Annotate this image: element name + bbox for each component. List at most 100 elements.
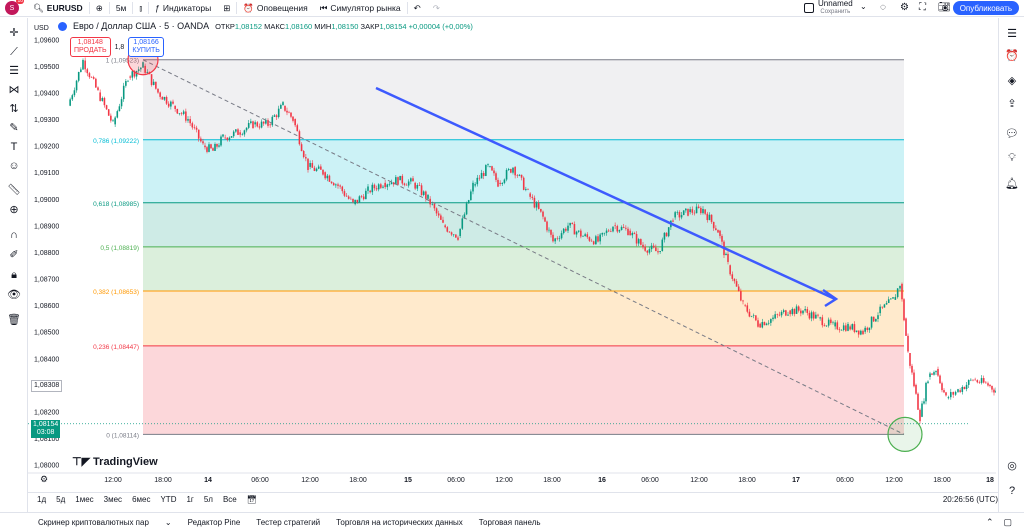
layouts-button[interactable]: ⊞ [217, 0, 236, 17]
candle-body [546, 221, 548, 231]
candle-body [625, 227, 627, 229]
candle-body [127, 80, 129, 82]
currency-label[interactable]: USD [34, 25, 49, 32]
crosshair-icon[interactable]: ✛ [9, 27, 19, 39]
candle-body [646, 250, 649, 253]
trend-line-icon[interactable]: ⟋ [10, 46, 18, 58]
maximize-icon[interactable]: ▢ [1003, 517, 1012, 527]
signal-icon[interactable]: ◎ [1007, 460, 1017, 472]
period-1y[interactable]: 1г [186, 495, 194, 504]
period-5d[interactable]: 5д [56, 495, 66, 504]
tab-replay-trading[interactable]: Торговля на исторических данных [336, 517, 463, 527]
alerts-label: Оповещения [256, 3, 308, 13]
candle-body [435, 208, 438, 214]
candle-body [757, 320, 759, 327]
candle-body [377, 184, 380, 190]
eye-icon[interactable]: 👁︎ [7, 289, 21, 301]
candle-body [708, 214, 711, 221]
sell-button[interactable]: 1,08148 ПРОДАТЬ [70, 37, 111, 57]
candle-body [972, 379, 974, 381]
zoom-icon[interactable]: ⊕ [9, 204, 19, 216]
buy-button[interactable]: 1,08166 КУПИТЬ [128, 37, 164, 57]
notifications-icon[interactable]: 🔔︎ [1005, 178, 1019, 190]
ruler-icon[interactable]: 📏︎ [7, 184, 21, 196]
x-tick-label: 06:00 [641, 477, 659, 484]
candle-body [810, 312, 813, 319]
interval-button[interactable]: 5м [115, 3, 127, 13]
alerts-button[interactable]: ⏰ Оповещения [237, 0, 313, 17]
candle-body [107, 109, 110, 116]
user-avatar[interactable]: S 10 [5, 0, 24, 15]
x-tick-label: 18 [986, 477, 994, 484]
candle-body [535, 203, 538, 208]
tab-strategy-tester[interactable]: Тестер стратегий [256, 517, 321, 527]
hotlists-icon[interactable]: ⇪ [1007, 98, 1017, 110]
candle-body [821, 317, 824, 326]
period-ytd[interactable]: YTD [160, 495, 177, 504]
replay-button[interactable]: ⏮ Симулятор рынка [314, 0, 407, 17]
chat-icon[interactable]: 💬︎ [1005, 128, 1019, 140]
candle-body [682, 210, 685, 216]
publish-button[interactable]: Опубликовать [952, 1, 1019, 15]
gear-icon[interactable]: ⚙ [40, 474, 49, 484]
magnet-icon[interactable]: ∩ [10, 229, 18, 241]
candle-body [450, 232, 453, 235]
candle-body [218, 145, 220, 147]
symbol-flag-icon [58, 21, 67, 31]
help-icon[interactable]: ? [1008, 485, 1016, 497]
undo-button[interactable]: ↶ [408, 0, 427, 17]
brush-icon[interactable]: ✎ [9, 122, 19, 134]
chevron-down-icon[interactable]: ⌄ [164, 517, 172, 527]
tab-trading-panel[interactable]: Торговая панель [478, 517, 541, 527]
compare-button[interactable]: ⊕ [90, 0, 109, 17]
x-tick-label: 18:00 [738, 477, 756, 484]
camera-icon[interactable]: 📷︎ [938, 2, 951, 13]
period-5y[interactable]: 5л [203, 495, 213, 504]
period-all[interactable]: Все [222, 495, 237, 504]
fib-tool-icon[interactable]: ☰ [9, 65, 19, 77]
lock-drawing-icon[interactable]: ✐ [9, 249, 19, 261]
candle-body [592, 241, 595, 245]
clock[interactable]: 20:26:56 (UTC) [942, 495, 998, 504]
period-1d[interactable]: 1д [37, 495, 47, 504]
period-6m[interactable]: 6мес [132, 495, 151, 504]
fullscreen-icon[interactable]: ⛶ [919, 2, 926, 13]
candle-body [185, 111, 187, 121]
candle-body [425, 191, 427, 199]
layout-name[interactable]: Unnamed Сохранить [818, 0, 853, 16]
candle-body [427, 194, 429, 199]
watchlist-icon[interactable]: ☰ [1007, 28, 1017, 40]
redo-button[interactable]: ↷ [427, 0, 446, 17]
prediction-icon[interactable]: ⇅ [9, 103, 19, 115]
period-1m[interactable]: 1мес [75, 495, 94, 504]
candle-body [925, 382, 927, 402]
candle-body [704, 209, 706, 214]
legend-title[interactable]: Евро / Доллар США · 5 · OANDA [73, 21, 210, 31]
tab-crypto-screener[interactable]: Скринер криптовалютных пар [38, 517, 149, 527]
quick-search-icon[interactable]: ◌ [880, 2, 886, 13]
layers-icon[interactable]: ◈ [1007, 75, 1017, 87]
collapse-icon[interactable]: ⌃ [985, 517, 994, 527]
chevron-down-icon[interactable]: ⌄ [860, 2, 867, 11]
alarm-clock-icon[interactable]: ⏰ [1005, 50, 1019, 62]
price-chart[interactable]: 1 (1,09523) 0,786 (1,09222) 0,618 (1,08985… [28, 18, 996, 493]
candle-body [620, 226, 623, 230]
settings-icon[interactable]: ⚙ [900, 2, 909, 13]
candle-body [339, 185, 341, 187]
lock-icon[interactable]: 🔒︎ [11, 269, 17, 281]
text-icon[interactable]: T [10, 141, 18, 153]
candle-body [73, 90, 76, 96]
candle-body [577, 230, 580, 232]
tab-pine-editor[interactable]: Редактор Pine [187, 517, 241, 527]
emoji-icon[interactable]: ☺ [8, 160, 20, 172]
symbol-search-button[interactable]: 🔍︎ EURUSD [27, 0, 89, 17]
ideas-icon[interactable]: 💡︎ [1008, 152, 1016, 164]
pattern-icon[interactable]: ⋈ [8, 84, 20, 96]
period-3m[interactable]: 3мес [103, 495, 123, 504]
date-range-icon[interactable]: 📅︎ [246, 495, 257, 504]
trash-icon[interactable]: 🗑︎ [7, 314, 21, 326]
tradingview-logo[interactable]: ⊤◤ TradingView [72, 455, 158, 469]
indicators-button[interactable]: ƒ Индикаторы [149, 0, 217, 17]
chart-type-button[interactable]: ⫾ [133, 0, 148, 17]
candle-body [622, 226, 625, 228]
